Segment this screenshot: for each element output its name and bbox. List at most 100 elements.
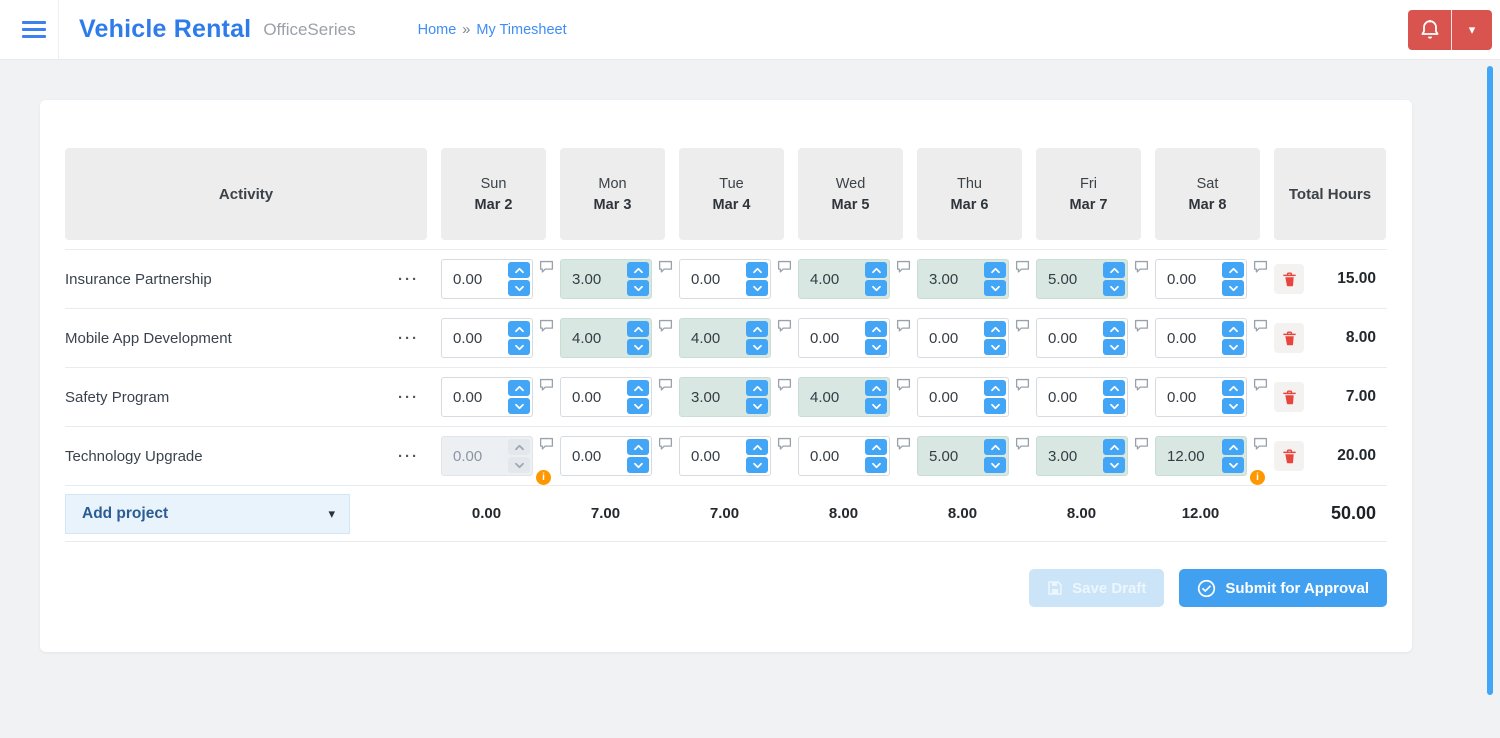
increment-button[interactable] <box>627 439 649 455</box>
hours-input[interactable]: 5.00 <box>917 436 1009 476</box>
comment-icon[interactable] <box>1134 260 1149 274</box>
increment-button[interactable] <box>865 380 887 396</box>
decrement-button[interactable] <box>508 398 530 414</box>
increment-button[interactable] <box>1103 262 1125 278</box>
increment-button[interactable] <box>865 439 887 455</box>
delete-row-button[interactable] <box>1274 323 1304 353</box>
hours-input[interactable]: 0.00 <box>798 436 890 476</box>
comment-icon[interactable] <box>777 437 792 451</box>
hours-input[interactable]: 3.00 <box>1036 436 1128 476</box>
scrollbar-thumb[interactable] <box>1487 66 1493 695</box>
increment-button[interactable] <box>746 262 768 278</box>
comment-icon[interactable] <box>1253 437 1268 451</box>
hours-input[interactable]: 0.00 <box>679 259 771 299</box>
decrement-button[interactable] <box>627 339 649 355</box>
decrement-button[interactable] <box>508 280 530 296</box>
hours-input[interactable]: 0.00 <box>679 436 771 476</box>
increment-button[interactable] <box>984 439 1006 455</box>
add-project-dropdown[interactable]: Add project ▾ <box>65 493 350 534</box>
increment-button[interactable] <box>1103 439 1125 455</box>
comment-icon[interactable] <box>539 260 554 274</box>
hours-input[interactable]: 0.00 <box>441 318 533 358</box>
comment-icon[interactable] <box>777 319 792 333</box>
decrement-button[interactable] <box>627 280 649 296</box>
increment-button[interactable] <box>1222 262 1244 278</box>
save-draft-button[interactable]: Save Draft <box>1029 569 1165 607</box>
increment-button[interactable] <box>984 321 1006 337</box>
comment-icon[interactable] <box>777 378 792 392</box>
comment-icon[interactable] <box>539 378 554 392</box>
hours-input[interactable]: 0.00 <box>1155 377 1247 417</box>
comment-icon[interactable] <box>1134 378 1149 392</box>
hours-input[interactable]: 0.00 <box>917 318 1009 358</box>
comment-icon[interactable] <box>1015 260 1030 274</box>
hours-input[interactable]: 0.00 <box>917 377 1009 417</box>
increment-button[interactable] <box>746 439 768 455</box>
decrement-button[interactable] <box>984 280 1006 296</box>
hours-input[interactable]: 4.00 <box>798 377 890 417</box>
decrement-button[interactable] <box>984 339 1006 355</box>
hours-input[interactable]: 0.00 <box>441 259 533 299</box>
increment-button[interactable] <box>984 380 1006 396</box>
comment-icon[interactable] <box>896 378 911 392</box>
hours-input[interactable]: 3.00 <box>560 259 652 299</box>
decrement-button[interactable] <box>746 457 768 473</box>
comment-icon[interactable] <box>539 437 554 451</box>
increment-button[interactable] <box>984 262 1006 278</box>
decrement-button[interactable] <box>865 339 887 355</box>
hours-input[interactable]: 0.00 <box>560 377 652 417</box>
increment-button[interactable] <box>627 262 649 278</box>
delete-row-button[interactable] <box>1274 441 1304 471</box>
hours-input[interactable]: 0.00 <box>560 436 652 476</box>
decrement-button[interactable] <box>627 398 649 414</box>
increment-button[interactable] <box>865 321 887 337</box>
comment-icon[interactable] <box>539 319 554 333</box>
decrement-button[interactable] <box>746 280 768 296</box>
hours-input[interactable]: 0.00 <box>1155 259 1247 299</box>
hours-input[interactable]: 3.00 <box>679 377 771 417</box>
hours-input[interactable]: 0.00 <box>441 377 533 417</box>
delete-row-button[interactable] <box>1274 264 1304 294</box>
comment-icon[interactable] <box>1015 319 1030 333</box>
menu-icon[interactable] <box>12 10 56 50</box>
increment-button[interactable] <box>1103 321 1125 337</box>
row-menu-button[interactable]: ··· <box>394 389 423 406</box>
hours-input[interactable]: 0.00 <box>1036 318 1128 358</box>
hours-input[interactable]: 5.00 <box>1036 259 1128 299</box>
decrement-button[interactable] <box>865 398 887 414</box>
submit-approval-button[interactable]: Submit for Approval <box>1179 569 1387 607</box>
decrement-button[interactable] <box>627 457 649 473</box>
increment-button[interactable] <box>627 380 649 396</box>
hours-input[interactable]: 12.00 <box>1155 436 1247 476</box>
decrement-button[interactable] <box>746 339 768 355</box>
increment-button[interactable] <box>508 262 530 278</box>
decrement-button[interactable] <box>1222 339 1244 355</box>
comment-icon[interactable] <box>777 260 792 274</box>
comment-icon[interactable] <box>1253 260 1268 274</box>
info-icon[interactable]: i <box>1250 470 1265 485</box>
decrement-button[interactable] <box>1103 457 1125 473</box>
comment-icon[interactable] <box>1134 437 1149 451</box>
hours-input[interactable]: 0.00 <box>1036 377 1128 417</box>
info-icon[interactable]: i <box>536 470 551 485</box>
breadcrumb-home-link[interactable]: Home <box>417 21 457 38</box>
increment-button[interactable] <box>1103 380 1125 396</box>
comment-icon[interactable] <box>1253 378 1268 392</box>
row-menu-button[interactable]: ··· <box>394 448 423 465</box>
decrement-button[interactable] <box>1103 339 1125 355</box>
row-menu-button[interactable]: ··· <box>394 330 423 347</box>
hours-input[interactable]: 3.00 <box>917 259 1009 299</box>
hours-input[interactable]: 4.00 <box>679 318 771 358</box>
increment-button[interactable] <box>746 380 768 396</box>
comment-icon[interactable] <box>658 378 673 392</box>
increment-button[interactable] <box>1222 321 1244 337</box>
increment-button[interactable] <box>508 380 530 396</box>
hours-input[interactable]: 0.00 <box>798 318 890 358</box>
comment-icon[interactable] <box>896 319 911 333</box>
comment-icon[interactable] <box>1253 319 1268 333</box>
increment-button[interactable] <box>865 262 887 278</box>
comment-icon[interactable] <box>658 260 673 274</box>
decrement-button[interactable] <box>1103 280 1125 296</box>
decrement-button[interactable] <box>1222 280 1244 296</box>
comment-icon[interactable] <box>658 319 673 333</box>
